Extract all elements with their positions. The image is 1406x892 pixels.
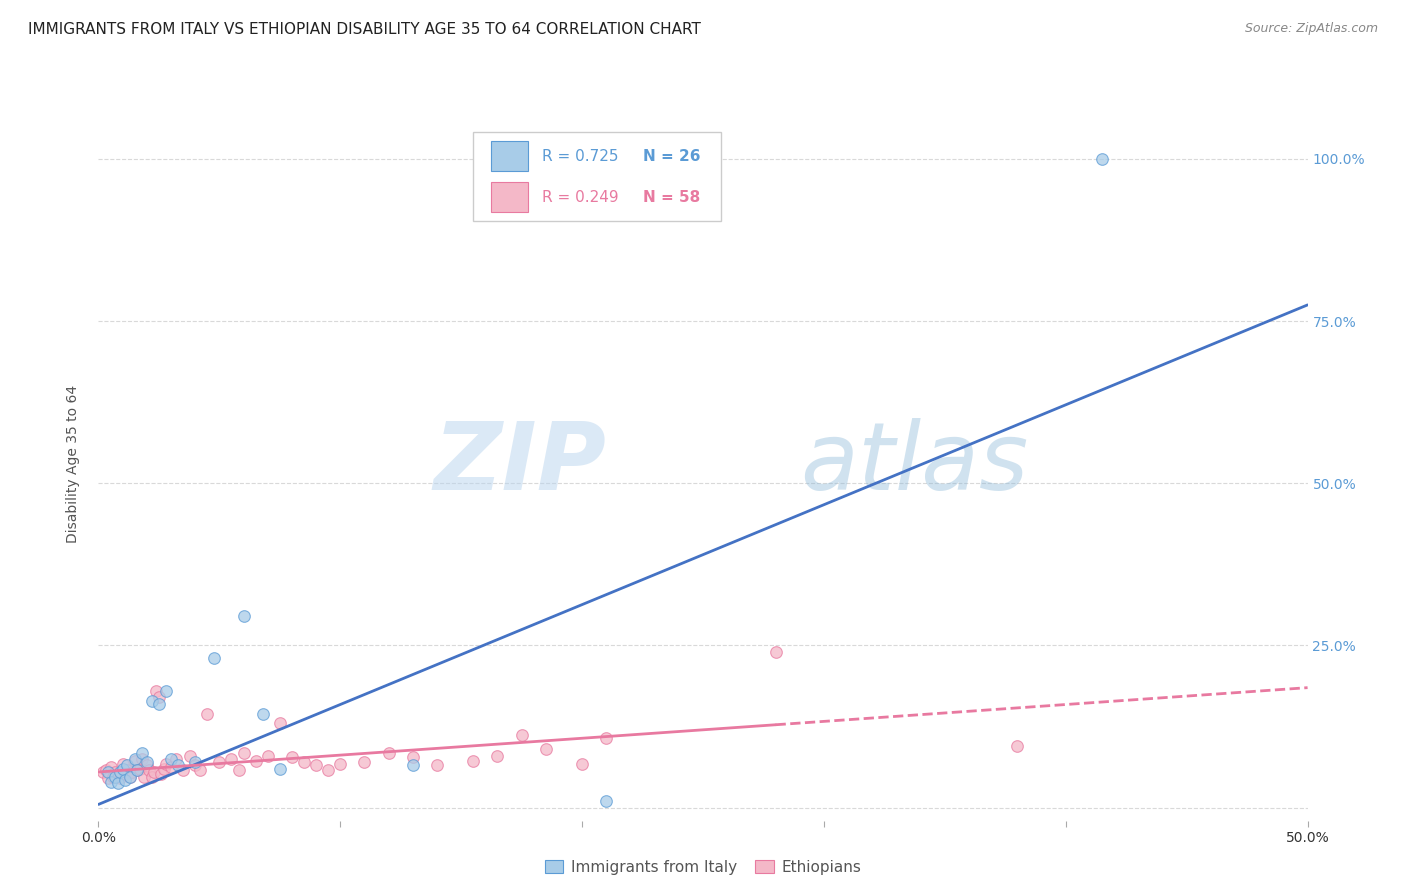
Point: [118, 770, 141, 784]
Point: [127, 763, 149, 777]
Point: [131, 752, 153, 766]
Point: [305, 758, 328, 772]
Point: [148, 697, 170, 711]
Point: [188, 763, 211, 777]
Text: atlas: atlas: [800, 418, 1028, 509]
Point: [143, 764, 166, 779]
Point: [1007, 739, 1029, 753]
Point: [131, 746, 153, 760]
Point: [329, 756, 352, 771]
Point: [104, 770, 127, 784]
FancyBboxPatch shape: [492, 141, 527, 171]
Point: [135, 756, 157, 770]
Point: [121, 764, 143, 779]
Point: [353, 756, 375, 770]
Text: R = 0.725: R = 0.725: [543, 149, 619, 163]
Point: [111, 756, 134, 771]
Point: [111, 762, 134, 776]
Point: [114, 767, 136, 781]
Point: [269, 716, 291, 731]
Point: [145, 684, 167, 698]
Point: [252, 706, 274, 721]
Point: [463, 754, 485, 768]
Point: [117, 758, 139, 772]
Point: [117, 763, 139, 777]
Point: [107, 767, 129, 781]
Point: [128, 762, 150, 776]
Point: [160, 752, 183, 766]
Point: [184, 756, 207, 770]
Point: [100, 760, 122, 774]
Point: [204, 651, 226, 665]
Point: [91, 764, 114, 779]
Point: [486, 748, 509, 763]
Text: ZIP: ZIP: [433, 417, 606, 510]
Point: [134, 770, 156, 784]
Point: [208, 756, 231, 770]
Point: [426, 758, 449, 772]
Point: [316, 763, 339, 777]
Point: [1091, 152, 1114, 166]
Text: N = 26: N = 26: [643, 149, 700, 163]
FancyBboxPatch shape: [474, 132, 721, 221]
Point: [148, 690, 170, 705]
Point: [124, 754, 146, 768]
FancyBboxPatch shape: [492, 182, 527, 212]
Point: [228, 763, 250, 777]
Point: [101, 770, 124, 784]
Point: [124, 752, 146, 766]
Point: [108, 764, 131, 779]
Point: [179, 748, 201, 763]
Point: [184, 758, 207, 772]
Point: [118, 770, 141, 784]
Point: [269, 762, 291, 776]
Text: Source: ZipAtlas.com: Source: ZipAtlas.com: [1244, 22, 1378, 36]
Point: [141, 770, 163, 784]
Point: [510, 728, 533, 742]
Point: [402, 758, 425, 772]
Point: [534, 742, 557, 756]
Point: [595, 794, 617, 808]
Point: [152, 762, 174, 776]
Point: [100, 774, 122, 789]
Point: [402, 750, 425, 764]
Point: [595, 731, 617, 745]
Point: [571, 756, 593, 771]
Point: [108, 772, 131, 786]
Point: [127, 763, 149, 777]
Point: [141, 693, 163, 707]
Point: [172, 763, 194, 777]
Point: [256, 748, 278, 763]
Point: [195, 706, 218, 721]
Point: [155, 684, 177, 698]
Point: [135, 758, 157, 772]
Point: [104, 764, 127, 779]
Point: [165, 752, 187, 766]
Point: [232, 746, 254, 760]
Point: [114, 773, 136, 788]
Point: [107, 776, 129, 790]
Point: [94, 763, 117, 777]
Point: [97, 772, 120, 786]
Text: IMMIGRANTS FROM ITALY VS ETHIOPIAN DISABILITY AGE 35 TO 64 CORRELATION CHART: IMMIGRANTS FROM ITALY VS ETHIOPIAN DISAB…: [28, 22, 702, 37]
Text: N = 58: N = 58: [643, 190, 700, 204]
Point: [138, 763, 160, 777]
Y-axis label: Disability Age 35 to 64: Disability Age 35 to 64: [66, 384, 80, 543]
Point: [160, 760, 183, 774]
Point: [167, 758, 190, 772]
Point: [281, 750, 304, 764]
Point: [150, 767, 173, 781]
Legend: Immigrants from Italy, Ethiopians: Immigrants from Italy, Ethiopians: [538, 854, 868, 880]
Point: [377, 746, 399, 760]
Point: [97, 764, 120, 779]
Point: [155, 756, 177, 771]
Point: [232, 609, 254, 624]
Point: [765, 645, 787, 659]
Point: [245, 754, 267, 768]
Text: R = 0.249: R = 0.249: [543, 190, 619, 204]
Point: [292, 756, 315, 770]
Point: [221, 752, 243, 766]
